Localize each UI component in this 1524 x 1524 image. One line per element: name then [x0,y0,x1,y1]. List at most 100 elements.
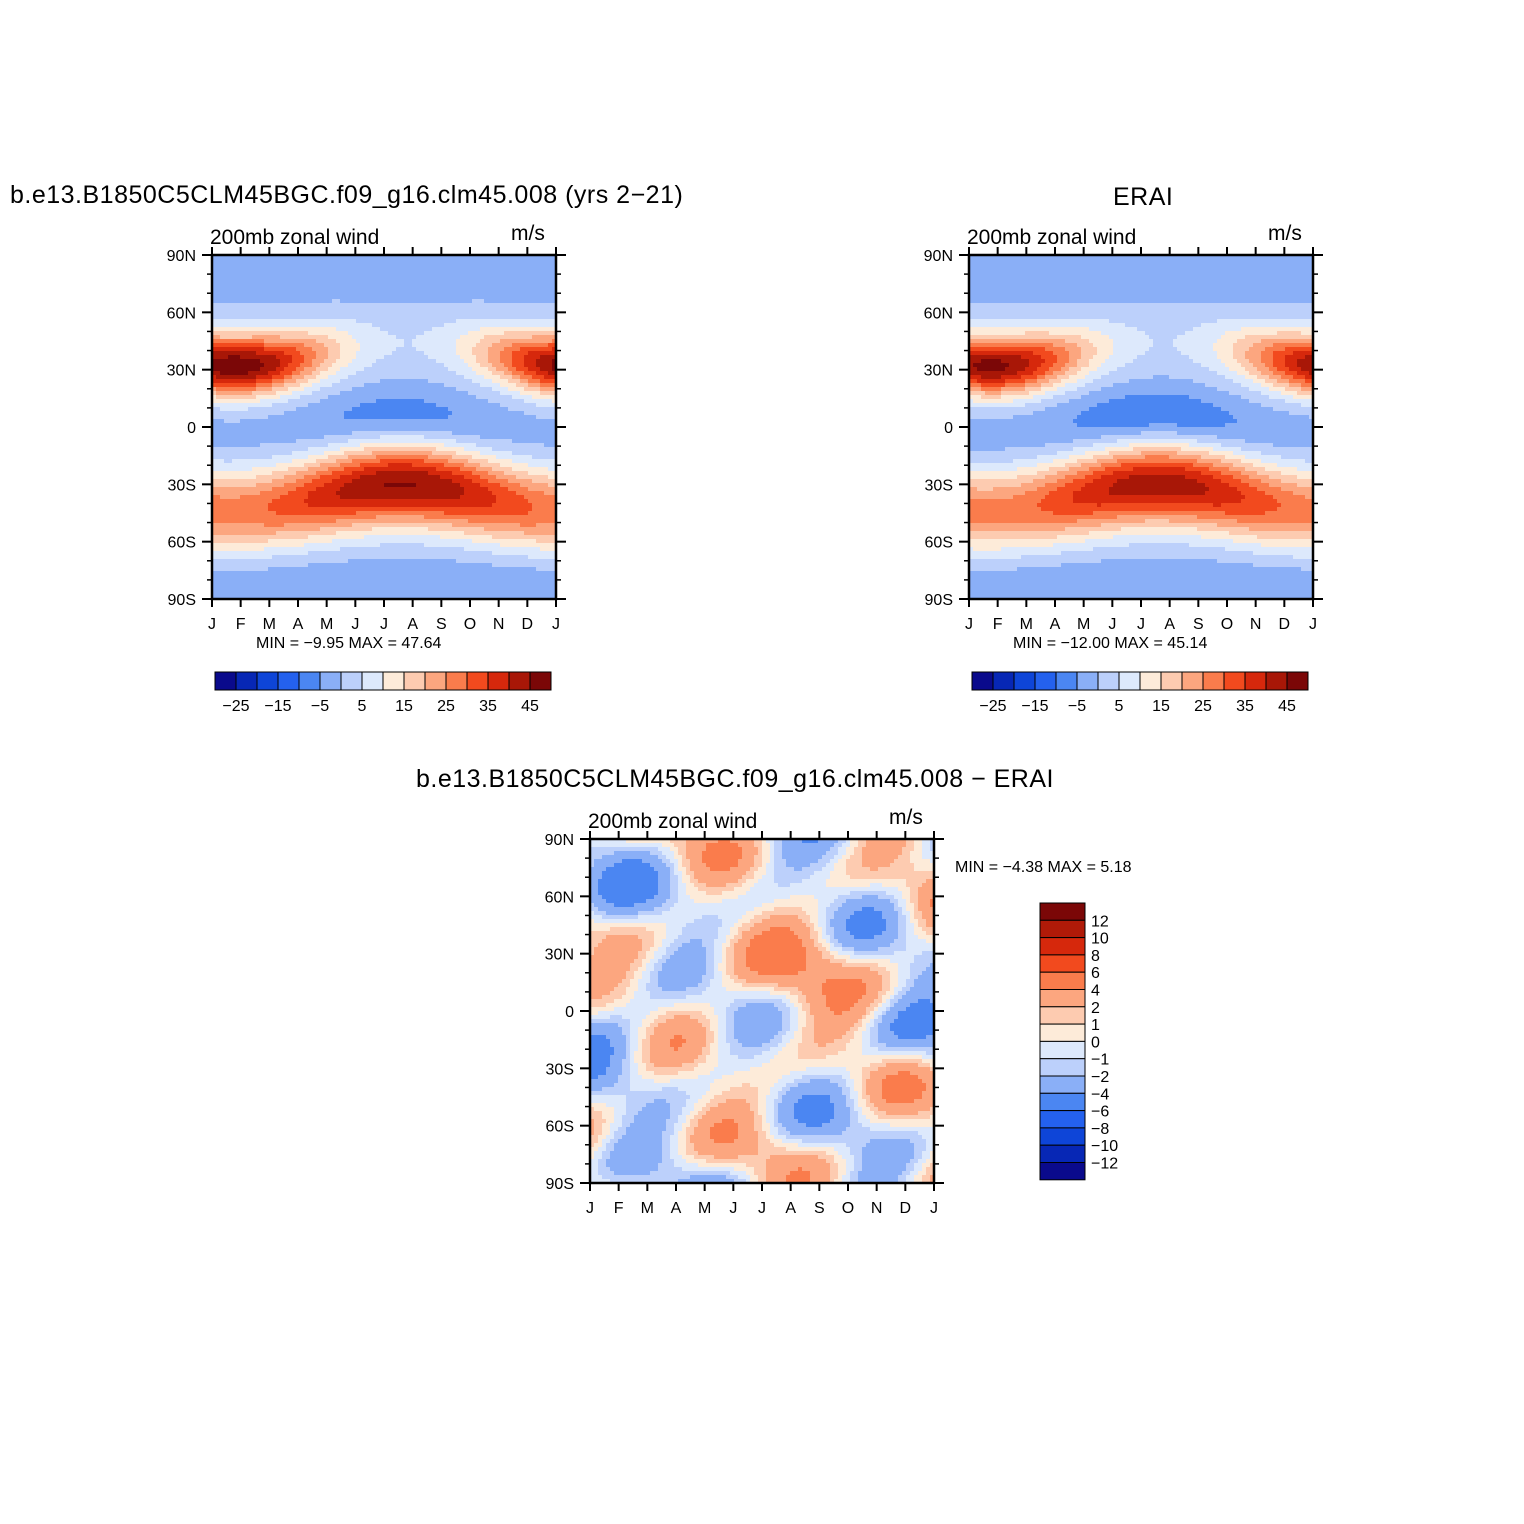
panel1-left-label: 200mb zonal wind [210,226,379,250]
colorbar-swatch [1039,1110,1086,1129]
x-tick-label: D [1279,616,1291,633]
colorbar-swatch [277,671,300,691]
y-tick-label: 90S [546,1176,574,1193]
colorbar-swatch [298,671,321,691]
x-tick-label: F [236,616,246,633]
x-tick-label: N [1250,616,1262,633]
colorbar-swatch [361,671,384,691]
y-tick-label: 90S [925,592,953,609]
colorbar-label: 8 [1091,948,1100,965]
colorbar-swatch [1039,954,1086,973]
colorbar-swatch [424,671,447,691]
colorbar-label: −2 [1091,1069,1109,1086]
x-tick-label: F [614,1200,624,1217]
y-tick-label: 30S [925,477,953,494]
x-tick-label: J [930,1200,938,1217]
y-tick-label: 60N [545,889,574,906]
x-tick-label: S [436,616,447,633]
colorbar-swatch [214,671,237,691]
colorbar-label: 35 [1236,698,1254,715]
x-tick-label: J [729,1200,737,1217]
panel2-units: m/s [1268,222,1302,246]
colorbar-label: −4 [1091,1086,1109,1103]
colorbar-swatch [1039,1023,1086,1042]
colorbar-swatch [1160,671,1183,691]
x-tick-label: J [758,1200,766,1217]
colorbar-swatch [1039,1075,1086,1094]
x-tick-label: N [871,1200,883,1217]
x-tick-label: A [407,616,418,633]
panel3-min-max: MIN = −4.38 MAX = 5.18 [955,859,1132,877]
panel3-left-label: 200mb zonal wind [588,810,757,834]
colorbar-label: −15 [1021,698,1048,715]
colorbar-label: −5 [311,698,329,715]
panel2-min-max: MIN = −12.00 MAX = 45.14 [1013,635,1207,653]
y-tick-label: 90S [168,592,196,609]
x-tick-label: J [1108,616,1116,633]
y-tick-label: 60S [546,1119,574,1136]
x-tick-label: M [698,1200,711,1217]
x-tick-label: F [993,616,1003,633]
colorbar-swatch [529,671,552,691]
colorbar-swatch [992,671,1015,691]
x-tick-label: O [842,1200,854,1217]
colorbar-swatch [403,671,426,691]
x-tick-label: A [293,616,304,633]
x-tick-label: O [1221,616,1233,633]
colorbar-label: 4 [1091,983,1100,1000]
y-tick-label: 30N [167,363,196,380]
colorbar-label: 25 [437,698,455,715]
colorbar-swatch [466,671,489,691]
x-tick-label: M [641,1200,654,1217]
colorbar-swatch [1039,989,1086,1008]
colorbar-swatch [1039,1127,1086,1146]
colorbar-swatch [256,671,279,691]
x-tick-label: J [351,616,359,633]
x-tick-label: D [900,1200,912,1217]
colorbar-label: 15 [395,698,413,715]
panel2-colorbar: −25 −15 −5 5 15 25 35 45 [971,671,1309,715]
colorbar-swatch [1118,671,1141,691]
x-tick-label: D [522,616,534,633]
colorbar-swatch [235,671,258,691]
y-tick-label: 90N [167,248,196,265]
colorbar-label: 45 [1278,698,1296,715]
colorbar-label: 1 [1091,1017,1100,1034]
y-tick-label: 60S [168,535,196,552]
colorbar-swatch [1055,671,1078,691]
panel3-title: b.e13.B1850C5CLM45BGC.f09_g16.clm45.008 … [416,765,1054,794]
panel1-units: m/s [511,222,545,246]
x-tick-label: N [493,616,505,633]
y-tick-label: 0 [565,1004,574,1021]
colorbar-label: 0 [1091,1034,1100,1051]
colorbar-label: −1 [1091,1052,1109,1069]
x-tick-label: J [380,616,388,633]
colorbar-label: −8 [1091,1121,1109,1138]
colorbar-label: −15 [264,698,291,715]
y-tick-label: 0 [944,420,953,437]
colorbar-label: 45 [521,698,539,715]
y-tick-label: 0 [187,420,196,437]
colorbar-swatch [1181,671,1204,691]
colorbar-label: 10 [1091,931,1109,948]
colorbar-swatch [487,671,510,691]
colorbar-label: 6 [1091,965,1100,982]
panel2-left-label: 200mb zonal wind [967,226,1136,250]
x-tick-label: M [1020,616,1033,633]
x-tick-label: A [1164,616,1175,633]
colorbar-label: 15 [1152,698,1170,715]
x-tick-label: M [320,616,333,633]
x-tick-label: J [1309,616,1317,633]
colorbar-swatch [1013,671,1036,691]
y-tick-label: 90N [924,248,953,265]
colorbar-swatch [1244,671,1267,691]
colorbar-label: −25 [979,698,1006,715]
colorbar-label: 5 [358,698,367,715]
colorbar-swatch [1039,1144,1086,1163]
x-tick-label: O [464,616,476,633]
colorbar-swatch [1039,1162,1086,1181]
colorbar-swatch [340,671,363,691]
